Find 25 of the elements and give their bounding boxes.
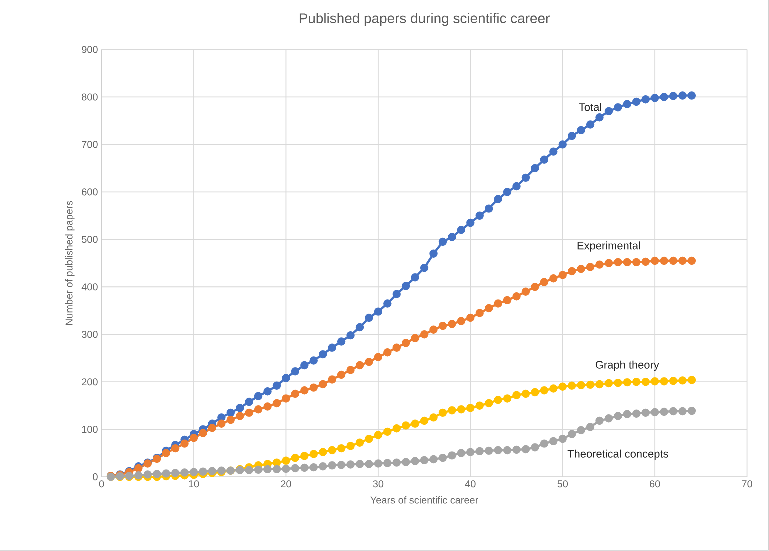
y-tick-label: 200	[82, 378, 98, 386]
y-axis-title: Number of published papers	[65, 201, 75, 326]
x-axis-title: Years of scientific career	[370, 496, 478, 504]
x-tick-label: 60	[650, 480, 660, 488]
series-label: Graph theory	[596, 360, 660, 372]
y-tick-label: 400	[82, 284, 98, 291]
series-label: Experimental	[578, 242, 640, 252]
x-tick-label: 10	[189, 480, 200, 488]
y-tick-label: 700	[82, 141, 98, 148]
y-tick-label: 300	[82, 331, 98, 338]
y-tick-label: 0	[93, 474, 98, 481]
x-tick-label: 20	[281, 480, 292, 488]
x-tick-label: 0	[99, 480, 104, 488]
x-tick-label: 70	[742, 480, 752, 488]
x-tick-label: 50	[558, 480, 568, 488]
y-tick-label: 100	[82, 426, 98, 434]
y-tick-label: 500	[82, 236, 98, 244]
x-tick-label: 40	[465, 480, 476, 488]
y-tick-label: 900	[82, 46, 98, 54]
y-tick-label: 600	[82, 188, 98, 196]
series-label: Total	[579, 103, 602, 112]
chart-title: Published papers during scientific career	[300, 13, 550, 26]
y-tick-label: 800	[82, 94, 98, 101]
x-tick-label: 30	[373, 480, 384, 488]
series-label: Theoretical concepts	[568, 450, 668, 460]
